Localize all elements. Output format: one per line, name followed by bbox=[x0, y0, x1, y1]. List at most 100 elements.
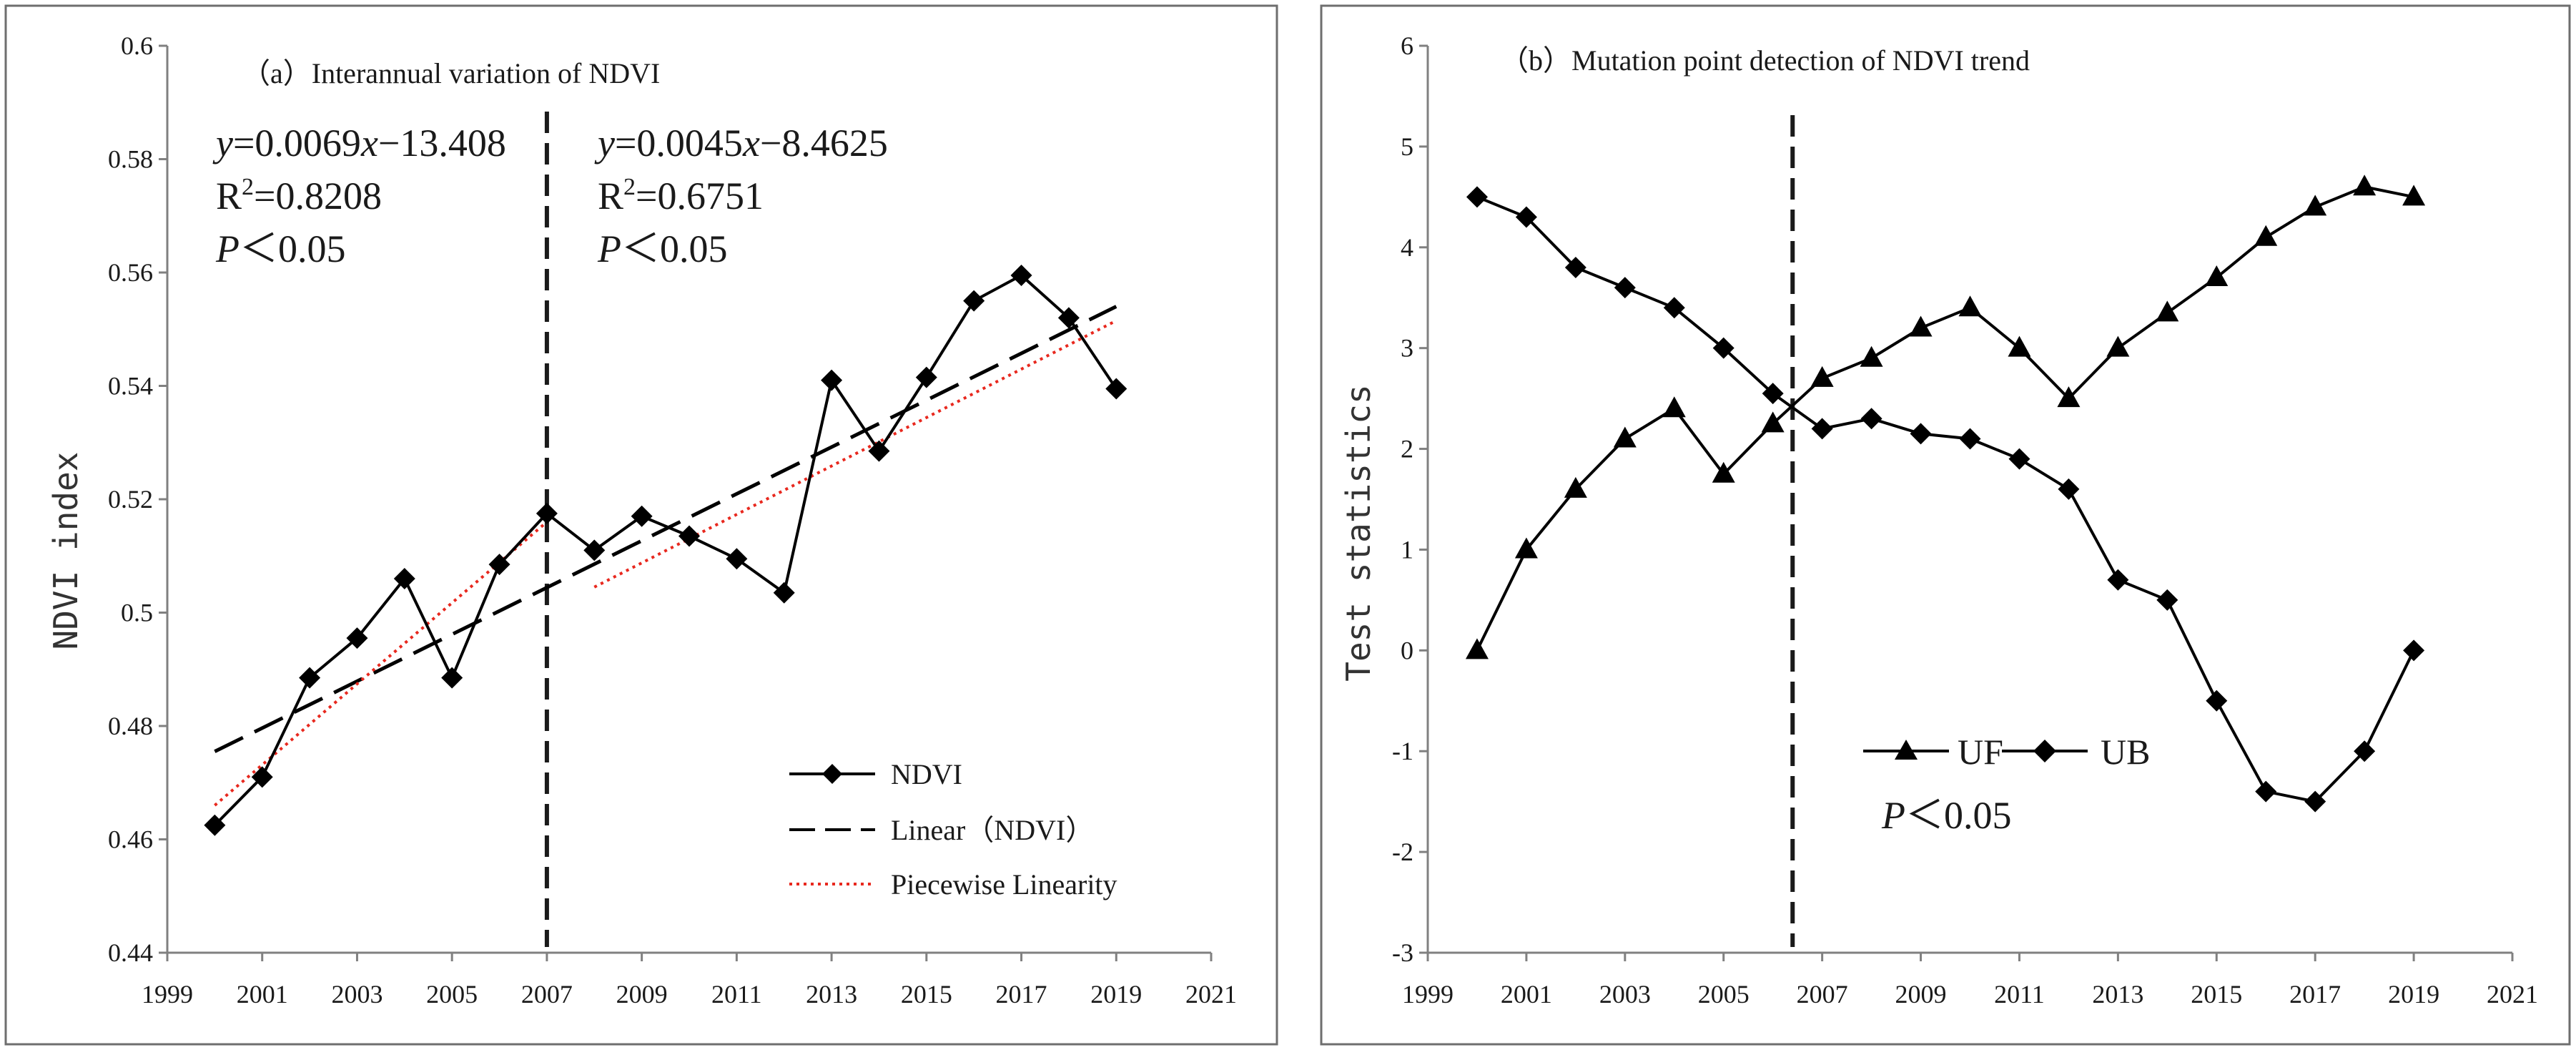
a-point-ndvi-2005 bbox=[441, 667, 463, 689]
legend-piecewise-label: Piecewise Linearity bbox=[891, 868, 1117, 901]
a-point-ndvi-2002 bbox=[299, 667, 321, 689]
equation-1-intercept: −13.408 bbox=[378, 122, 506, 165]
b-point-ub-2013 bbox=[2107, 569, 2129, 591]
legend-ub-label: UB bbox=[2101, 732, 2150, 772]
equation-2-p: P＜0.05 bbox=[597, 227, 728, 270]
equation-1-r2-sup: 2 bbox=[242, 174, 254, 200]
equation-2-regression: y=0.0045x−8.4625 bbox=[594, 122, 888, 165]
b-x-tick-label: 2019 bbox=[2388, 980, 2439, 1009]
b-x-tick-label: 2003 bbox=[1599, 980, 1651, 1009]
linear-trend-line bbox=[214, 305, 1117, 753]
legend-item-ub: UB bbox=[2002, 732, 2150, 772]
a-y-tick-label: 0.46 bbox=[108, 825, 153, 854]
legend-item-piecewise: Piecewise Linearity bbox=[789, 868, 1117, 901]
b-y-tick-label: 1 bbox=[1401, 535, 1413, 564]
panel-b-title: （b）Mutation point detection of NDVI tren… bbox=[1500, 44, 2030, 77]
b-point-uf-2000 bbox=[1465, 638, 1489, 659]
b-point-ub-2019 bbox=[2403, 639, 2425, 662]
piecewise-trend-segment-2 bbox=[593, 319, 1117, 589]
b-y-tick-label: -1 bbox=[1392, 737, 1413, 765]
equation-2-p-label: P bbox=[597, 227, 621, 270]
equation-2-x: x bbox=[742, 122, 760, 165]
panel-a-y-axis-label: NDVI index bbox=[46, 452, 85, 650]
a-x-tick-label: 2009 bbox=[616, 980, 668, 1009]
a-point-ndvi-2016 bbox=[963, 290, 985, 312]
panel-a-plot-area bbox=[204, 112, 1127, 947]
a-point-ndvi-2013 bbox=[821, 369, 843, 391]
legend-uf-label: UF bbox=[1958, 732, 2003, 772]
b-y-tick-label: 5 bbox=[1401, 132, 1413, 161]
legend-ndvi-label: NDVI bbox=[891, 758, 962, 790]
equation-2-intercept: −8.4625 bbox=[760, 122, 888, 165]
b-x-tick-label: 2005 bbox=[1698, 980, 1750, 1009]
a-y-tick-label: 0.52 bbox=[108, 485, 153, 514]
a-point-ndvi-2007 bbox=[536, 502, 558, 524]
b-point-ub-2009 bbox=[1910, 423, 1932, 445]
equation-2-slope: =0.0045 bbox=[615, 122, 743, 165]
b-point-uf-2013 bbox=[2106, 335, 2130, 357]
equation-1-p: P＜0.05 bbox=[215, 227, 346, 270]
b-point-uf-2012 bbox=[2057, 386, 2081, 408]
b-point-ub-2017 bbox=[2304, 790, 2326, 813]
panel-b-significance: P＜0.05 bbox=[1881, 794, 2012, 837]
b-point-uf-2015 bbox=[2205, 265, 2229, 287]
a-point-ndvi-2001 bbox=[251, 766, 273, 788]
b-point-ub-2014 bbox=[2156, 589, 2178, 611]
panel-a: 0.44 0.46 0.48 0.5 0.52 0.54 0.56 0.58 0.6 1999 20… bbox=[4, 4, 1278, 1046]
equation-2-r2-base: R bbox=[598, 175, 623, 217]
b-point-ub-2002 bbox=[1564, 256, 1586, 278]
a-y-tick-label: 0.48 bbox=[108, 712, 153, 740]
b-point-uf-2004 bbox=[1662, 396, 1686, 418]
a-x-tick-label: 2007 bbox=[521, 980, 573, 1009]
legend-ndvi-marker bbox=[822, 764, 842, 784]
a-x-tick-label: 2001 bbox=[237, 980, 288, 1009]
a-y-tick-label: 0.5 bbox=[121, 599, 153, 627]
panel-b-axes bbox=[1419, 44, 2514, 961]
b-point-uf-2018 bbox=[2353, 175, 2377, 196]
a-point-ndvi-2000 bbox=[204, 814, 226, 836]
equation-1-regression: y=0.0069x−13.408 bbox=[212, 122, 506, 165]
a-point-ndvi-2017 bbox=[1010, 264, 1032, 286]
panel-b-frame bbox=[1320, 4, 2571, 1046]
b-point-uf-2017 bbox=[2304, 195, 2327, 216]
a-point-ndvi-2009 bbox=[631, 505, 653, 527]
a-y-tick-label: 0.44 bbox=[108, 938, 153, 967]
a-x-tick-label: 2013 bbox=[806, 980, 857, 1009]
b-x-tick-label: 2009 bbox=[1895, 980, 1947, 1009]
b-point-ub-2016 bbox=[2255, 780, 2277, 803]
b-y-tick-label: -2 bbox=[1392, 838, 1413, 866]
panel-a-equation-2: y=0.0045x−8.4625 R2=0.6751 P＜0.05 bbox=[594, 122, 888, 270]
b-point-uf-2005 bbox=[1712, 461, 1735, 483]
b-point-ub-2005 bbox=[1712, 337, 1734, 359]
b-y-tick-label: 6 bbox=[1401, 31, 1413, 60]
a-y-tick-label: 0.56 bbox=[108, 258, 153, 287]
a-y-tick-label: 0.58 bbox=[108, 145, 153, 174]
panel-a-axes bbox=[159, 44, 1213, 961]
panel-b-p-text: ＜0.05 bbox=[1905, 794, 2012, 837]
b-point-ub-2003 bbox=[1614, 277, 1636, 299]
legend-item-linear: Linear（NDVI） bbox=[789, 814, 1094, 846]
a-x-tick-label: 2011 bbox=[711, 980, 762, 1009]
panel-a-legend: NDVI Linear（NDVI） Piecewise Linearity bbox=[789, 758, 1117, 901]
b-point-ub-2010 bbox=[1959, 428, 1981, 450]
a-point-ndvi-2004 bbox=[393, 567, 415, 589]
a-x-tick-label: 2005 bbox=[426, 980, 478, 1009]
b-point-ub-2004 bbox=[1663, 297, 1685, 319]
a-point-ndvi-2015 bbox=[915, 366, 937, 388]
b-y-tick-label: 3 bbox=[1401, 334, 1413, 363]
a-x-tick-label: 2021 bbox=[1185, 980, 1237, 1009]
a-point-ndvi-2011 bbox=[726, 548, 748, 570]
b-x-tick-label: 2021 bbox=[2487, 980, 2538, 1009]
equation-2-r2-value: =0.6751 bbox=[636, 175, 764, 217]
a-point-ndvi-2008 bbox=[583, 539, 606, 561]
b-point-uf-2006 bbox=[1761, 411, 1785, 433]
b-point-ub-2001 bbox=[1515, 206, 1537, 228]
a-point-ndvi-2010 bbox=[678, 525, 700, 547]
b-point-uf-2010 bbox=[1958, 295, 1982, 317]
panel-b-plot-area bbox=[1465, 115, 2426, 947]
equation-1-r2: R2=0.8208 bbox=[216, 174, 382, 217]
b-point-uf-2014 bbox=[2156, 300, 2179, 322]
b-series-ub-line bbox=[1476, 195, 2415, 803]
